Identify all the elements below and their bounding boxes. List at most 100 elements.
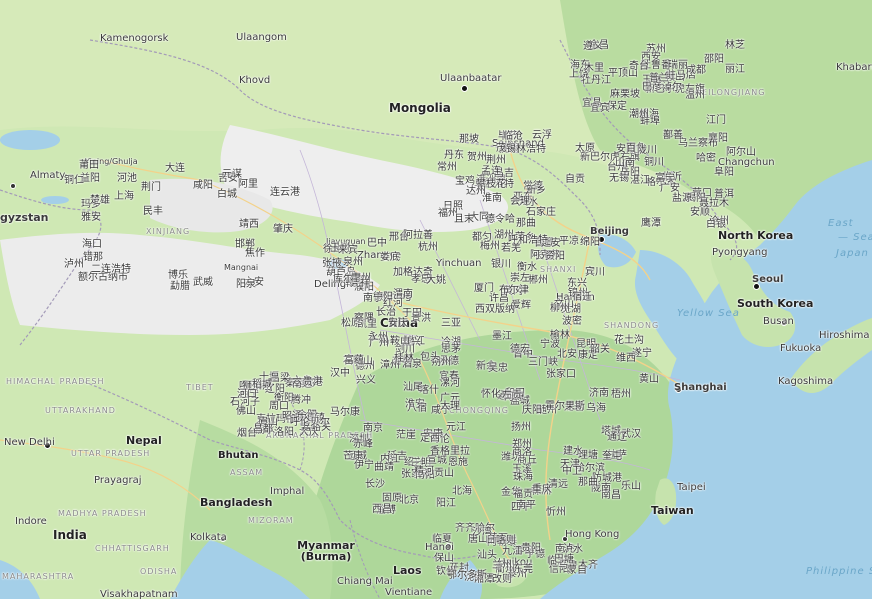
place-label: 二连浩特 xyxy=(91,264,131,275)
place-label: 宜昌 xyxy=(582,98,602,109)
place-label: 三门峡 xyxy=(528,357,558,368)
place-label: 宁波 xyxy=(540,339,560,350)
place-label: 襄阳 xyxy=(708,133,728,144)
city-label-beijing: Beijing xyxy=(590,226,629,237)
place-label: 杭州 xyxy=(418,242,438,253)
city-dot-busan[interactable] xyxy=(781,320,787,326)
region-label-shanxi: SHANXI xyxy=(540,265,577,274)
city-label-chiang-mai: Chiang Mai xyxy=(337,576,393,587)
place-label: 楚雄 xyxy=(90,195,110,206)
place-label: 遂宁 xyxy=(632,348,652,359)
city-dot-hong-kong[interactable] xyxy=(562,536,568,542)
place-label: 红河 xyxy=(383,298,403,309)
city-label-zhangye: Zhangye xyxy=(357,250,402,261)
place-label: 茫崖 xyxy=(396,430,416,441)
city-dot-kolkata[interactable] xyxy=(220,536,226,542)
place-label: 台州 xyxy=(607,162,627,173)
place-label: 六盘水 xyxy=(292,376,322,387)
place-label: 四平 xyxy=(511,502,531,513)
place-label: 广元 xyxy=(440,393,460,404)
region-label-uttarakhand: UTTARAKHAND xyxy=(45,406,116,415)
place-label: 冷湖 xyxy=(441,337,461,348)
region-label-shandong: SHANDONG xyxy=(604,321,660,330)
place-label: 锦州 xyxy=(568,288,588,299)
place-label: 通化 xyxy=(497,391,517,402)
place-label: 泸水 xyxy=(563,544,583,555)
place-label: 中山 xyxy=(297,413,317,424)
place-label: 张掖 xyxy=(322,258,342,269)
place-label: 江门 xyxy=(706,115,726,126)
place-label: 腾冲 xyxy=(291,395,311,406)
place-label: 北安 xyxy=(557,349,577,360)
place-label: 日喀则 xyxy=(486,535,516,546)
place-label: 绵阳 xyxy=(580,237,600,248)
city-label-jiayuguan: Jiayuguan xyxy=(326,237,366,246)
city-dot-sainshand[interactable] xyxy=(512,143,518,149)
place-label: 常德 xyxy=(523,181,543,192)
place-label: 太原 xyxy=(575,143,595,154)
place-label: 昆明 xyxy=(576,339,596,350)
place-label: 深圳 xyxy=(349,434,369,445)
place-label: 梧州 xyxy=(611,389,631,400)
place-label: 陇南 xyxy=(591,483,611,494)
place-label: 辽阳 xyxy=(265,384,285,395)
city-label-changchun: Changchun xyxy=(718,157,775,168)
place-label: 天津 xyxy=(560,459,580,470)
place-label: 扬州 xyxy=(511,422,531,433)
city-label-shanghai: Shanghai xyxy=(674,382,727,393)
place-label: 勐腊 xyxy=(170,281,190,292)
city-dot-ulaanbaatar[interactable] xyxy=(461,85,468,92)
place-label: 宿迁 xyxy=(572,292,592,303)
region-label-chongqing: CHONGQING xyxy=(449,406,509,415)
country-label-bhutan: Bhutan xyxy=(218,450,259,461)
city-label-ulaangom: Ulaangom xyxy=(236,32,287,43)
city-dot-shanghai[interactable] xyxy=(675,386,682,393)
place-label: 西宁 xyxy=(239,389,259,400)
place-label: 自贡 xyxy=(565,174,585,185)
place-label: 塔城 xyxy=(601,426,621,437)
place-label: 汕尾 xyxy=(403,382,423,393)
city-dot-seoul[interactable] xyxy=(753,283,760,290)
place-label: 泉州 xyxy=(343,257,363,268)
place-label: 漯河 xyxy=(440,378,460,389)
city-label-pyongyang: Pyongyang xyxy=(712,247,768,258)
place-label: 齐齐哈尔 xyxy=(455,523,495,534)
place-label: 东兴 xyxy=(567,278,587,289)
place-label: 唐山 xyxy=(468,534,488,545)
place-label: 靖西 xyxy=(239,219,259,230)
city-dot-new-delhi[interactable] xyxy=(44,442,51,449)
place-label: 潍坊 xyxy=(501,452,521,463)
place-label: 黄石 xyxy=(488,533,508,544)
place-label: 蒙自 xyxy=(567,565,587,576)
city-label-prayagraj: Prayagraj xyxy=(94,475,142,486)
city-dot-beijing[interactable] xyxy=(598,236,605,243)
place-label: 爱辉 xyxy=(511,300,531,311)
place-label: 民丰 xyxy=(143,206,163,217)
place-label: 元江 xyxy=(446,422,466,433)
place-label: 乌兰浩特 xyxy=(474,179,514,190)
place-label: 宾川 xyxy=(585,267,605,278)
city-dot-almaty[interactable] xyxy=(10,183,16,189)
place-label: 忻州 xyxy=(546,507,566,518)
place-label: 濮阳 xyxy=(354,282,374,293)
place-label: 榆林 xyxy=(550,330,570,341)
place-label: 乌鲁木齐 xyxy=(558,560,598,571)
country-label-bangladesh: Bangladesh xyxy=(200,496,273,509)
region-label-maharashtra: MAHARASHTRA xyxy=(2,572,75,581)
place-label: 青岛 xyxy=(514,546,534,557)
city-dot-hanoi[interactable] xyxy=(445,543,452,550)
place-label: 乌海 xyxy=(586,403,606,414)
city-label-hong-kong: Hong Kong xyxy=(565,529,620,540)
place-label: 那曲 xyxy=(516,218,536,229)
place-label: 保山 xyxy=(434,553,454,564)
place-label: 平顶山 xyxy=(608,68,638,79)
sea-label-philippine-sea: Philippine Sea xyxy=(806,566,872,577)
place-label: 宝鸡 xyxy=(455,176,475,187)
place-label: 三明 xyxy=(411,458,431,469)
place-label: 德令哈 xyxy=(485,214,515,225)
place-label: 西双版纳 xyxy=(475,304,515,315)
country-label-mongolia: Mongolia xyxy=(389,101,451,115)
place-label: 贵港 xyxy=(303,377,323,388)
place-label: 石河子 xyxy=(230,397,260,408)
